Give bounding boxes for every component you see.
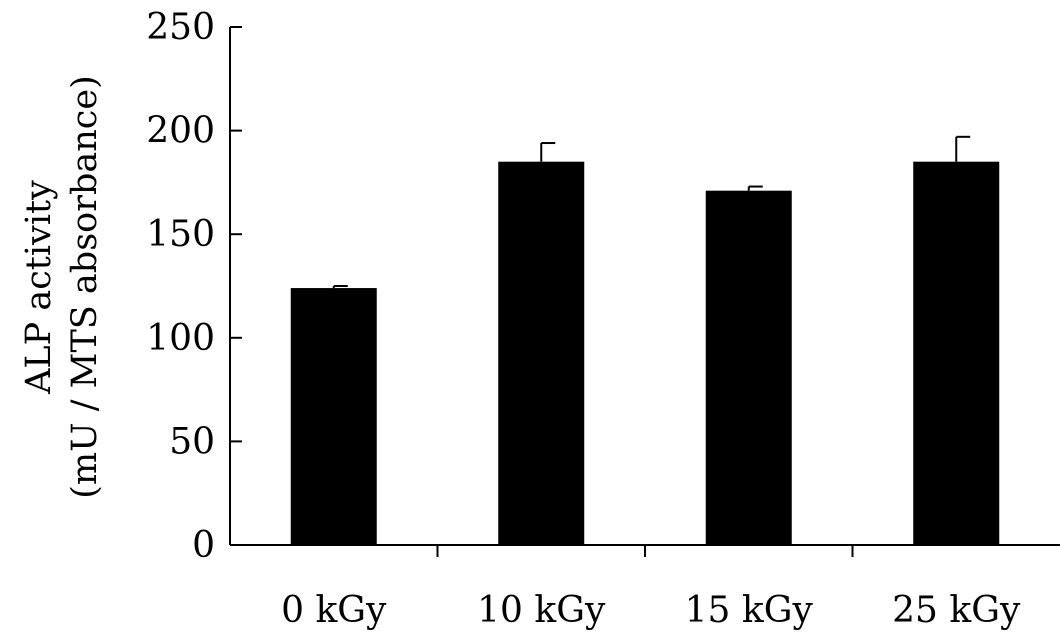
bar	[705, 190, 792, 546]
x-category-label: 10 kGy	[477, 590, 606, 631]
bar	[290, 288, 377, 545]
x-category-label: 0 kGy	[281, 590, 387, 631]
y-tick-label: 50	[169, 421, 215, 462]
y-tick-label: 250	[146, 7, 215, 48]
y-tick-label: 150	[146, 214, 215, 255]
x-category-label: 25 kGy	[892, 590, 1021, 631]
plot-area: 0 50 100 150 200 250 0 kGy 10 kGy 15 kGy 25 kGy	[146, 7, 1060, 631]
bar	[913, 161, 1000, 545]
y-axis-title: ALP activity (mU / MTS absorbance)	[19, 75, 105, 499]
x-category-label: 15 kGy	[685, 590, 814, 631]
y-axis-title-line-1: ALP activity	[19, 180, 59, 395]
y-tick-label: 100	[146, 318, 215, 359]
y-tick-label: 0	[192, 525, 215, 566]
y-axis-title-line-2: (mU / MTS absorbance)	[65, 75, 105, 499]
y-tick-label: 200	[146, 111, 215, 152]
bar	[498, 161, 585, 545]
